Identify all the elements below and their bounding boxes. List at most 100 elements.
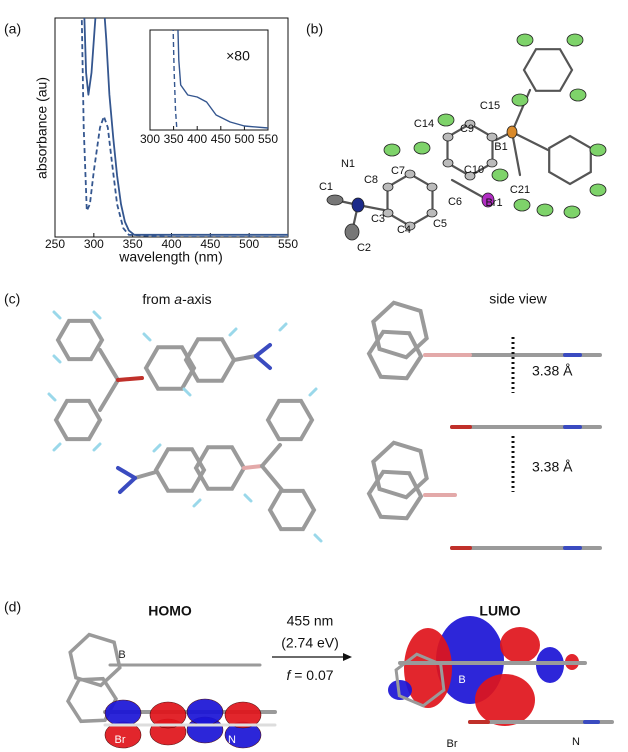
- ring: [366, 469, 424, 521]
- ring: [55, 318, 105, 362]
- bond: [192, 498, 202, 508]
- fluorine-atom: [437, 113, 455, 127]
- atom-label: C14: [414, 118, 434, 130]
- atom-label: C3: [371, 213, 385, 225]
- ring: [394, 652, 446, 708]
- ring: [371, 440, 429, 500]
- fluorine-atom: [566, 33, 584, 47]
- atom-label: C1: [319, 181, 333, 193]
- text: -axis: [182, 291, 212, 307]
- atom-label: C21: [510, 184, 530, 196]
- transition-wavelength: 455 nm: [287, 613, 334, 629]
- atom: [486, 132, 498, 142]
- atom: [426, 208, 438, 218]
- bond: [232, 354, 258, 362]
- data-line: [177, 30, 268, 129]
- ring: [53, 398, 103, 442]
- x-tick-label: 550: [258, 132, 278, 146]
- fluorine-atom: [516, 33, 534, 47]
- atom: [464, 171, 476, 181]
- bond: [243, 493, 253, 503]
- atom-label: C7: [391, 165, 405, 177]
- atom: [442, 158, 454, 168]
- ring: [143, 345, 197, 391]
- ring: [548, 134, 592, 186]
- bond: [308, 387, 318, 397]
- bond: [260, 443, 282, 468]
- x-axis-label: wavelength (nm): [118, 249, 223, 265]
- atom: [426, 182, 438, 192]
- atom: [326, 194, 344, 206]
- transition-energy: (2.74 eV): [281, 635, 339, 651]
- atom: [344, 223, 360, 241]
- fluorine-atom: [511, 93, 529, 107]
- orbital-lobe: [404, 628, 452, 708]
- fluorine-atom: [536, 203, 554, 217]
- orbital-title: LUMO: [479, 603, 520, 619]
- bond: [142, 332, 152, 342]
- atom: [382, 208, 394, 218]
- atom-label: B: [458, 674, 465, 686]
- ring: [193, 445, 247, 491]
- atom-label: Br: [447, 738, 458, 750]
- x-tick-label: 300: [140, 132, 160, 146]
- bond: [92, 310, 102, 320]
- bond: [228, 327, 238, 337]
- orbital-title: HOMO: [148, 603, 192, 619]
- data-line: [172, 30, 178, 130]
- atom-label: B: [118, 649, 125, 661]
- bond: [92, 442, 102, 452]
- fluorine-atom: [383, 143, 401, 157]
- atom-label: C5: [433, 218, 447, 230]
- atom-label: C9: [460, 123, 474, 135]
- ring: [183, 337, 237, 383]
- bond: [47, 392, 57, 402]
- bond: [254, 354, 272, 370]
- fluorine-atom: [589, 183, 607, 197]
- view-title: from a-axis: [142, 291, 211, 307]
- atom-label: Br: [115, 734, 126, 746]
- atom-label: C10: [464, 164, 484, 176]
- atom-label: C15: [480, 100, 500, 112]
- distance-label: 3.38 Å: [532, 363, 573, 379]
- bond: [510, 130, 550, 152]
- nitrogen-atom: [351, 197, 365, 213]
- orbital-lobe: [104, 699, 142, 727]
- x-tick-label: 450: [211, 132, 231, 146]
- view-title: side view: [489, 291, 547, 307]
- y-axis-label: absorbance (au): [34, 77, 50, 179]
- bond: [260, 464, 284, 492]
- bond: [152, 443, 162, 453]
- bond: [52, 354, 62, 364]
- x-tick-label: 400: [161, 237, 181, 251]
- plot-frame: [54, 17, 289, 238]
- bond: [450, 178, 490, 202]
- bond: [116, 376, 144, 382]
- ring: [153, 447, 207, 493]
- data-line: [80, 18, 288, 237]
- bond: [254, 343, 272, 358]
- text: = 0.07: [290, 667, 333, 683]
- fluorine-atom: [589, 143, 607, 157]
- ring: [386, 172, 434, 228]
- bond: [98, 378, 120, 412]
- panel-label: (b): [306, 21, 323, 37]
- atom-label: N: [572, 736, 580, 748]
- atom: [382, 182, 394, 192]
- orbital-lobe: [224, 701, 262, 729]
- bond: [133, 470, 158, 480]
- atom-label: N1: [341, 158, 355, 170]
- fluorine-atom: [513, 198, 531, 212]
- x-tick-label: 250: [45, 237, 65, 251]
- x-tick-label: 450: [200, 237, 220, 251]
- bond: [116, 466, 137, 480]
- atom: [486, 158, 498, 168]
- ring: [371, 300, 429, 360]
- x-tick-label: 350: [123, 237, 143, 251]
- bond: [98, 348, 120, 382]
- ring: [267, 488, 317, 532]
- atom-label: C4: [397, 224, 411, 236]
- orbital-lobe: [149, 701, 187, 729]
- x-tick-label: 550: [278, 237, 298, 251]
- arrow-head: [343, 653, 352, 661]
